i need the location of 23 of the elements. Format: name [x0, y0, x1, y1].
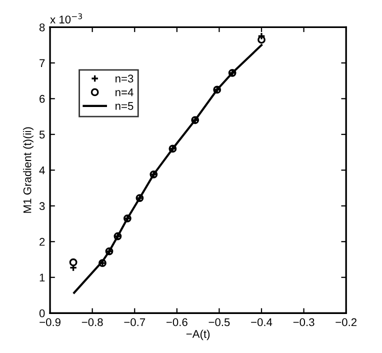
y-tick-label: 6 [40, 94, 45, 103]
x-tick-label: −0.2 [336, 318, 356, 326]
legend-label: n=4 [116, 88, 134, 96]
y-tick-label: 1 [40, 274, 45, 282]
y-tick-label: 2 [40, 238, 45, 246]
y-tick-label: 5 [39, 130, 45, 139]
y-tick-label: 8 [39, 23, 45, 32]
y-tick-label: 0 [39, 309, 45, 318]
x-tick-label: −0.9 [40, 318, 60, 326]
y-tick-label: 4 [39, 166, 45, 174]
legend-label: n=3 [116, 74, 134, 83]
y-tick-label: 3 [39, 202, 45, 210]
x-tick-label: −0.7 [124, 318, 146, 326]
x-tick-label: −0.3 [293, 318, 314, 326]
text: x 10$^{−3}$ [50, 13, 82, 24]
x-tick-label: −0.5 [208, 318, 230, 326]
x-axis-title: −A(t) [186, 330, 210, 340]
y-axis-title: M1 Gradient (t)(ii) [23, 127, 34, 213]
x-tick-label: −0.8 [82, 318, 103, 326]
y-tick-label: 7 [40, 59, 45, 67]
legend-label: n=5 [116, 102, 134, 110]
x-tick-label: −0.4 [251, 318, 272, 326]
x-tick-label: −0.6 [166, 318, 188, 326]
